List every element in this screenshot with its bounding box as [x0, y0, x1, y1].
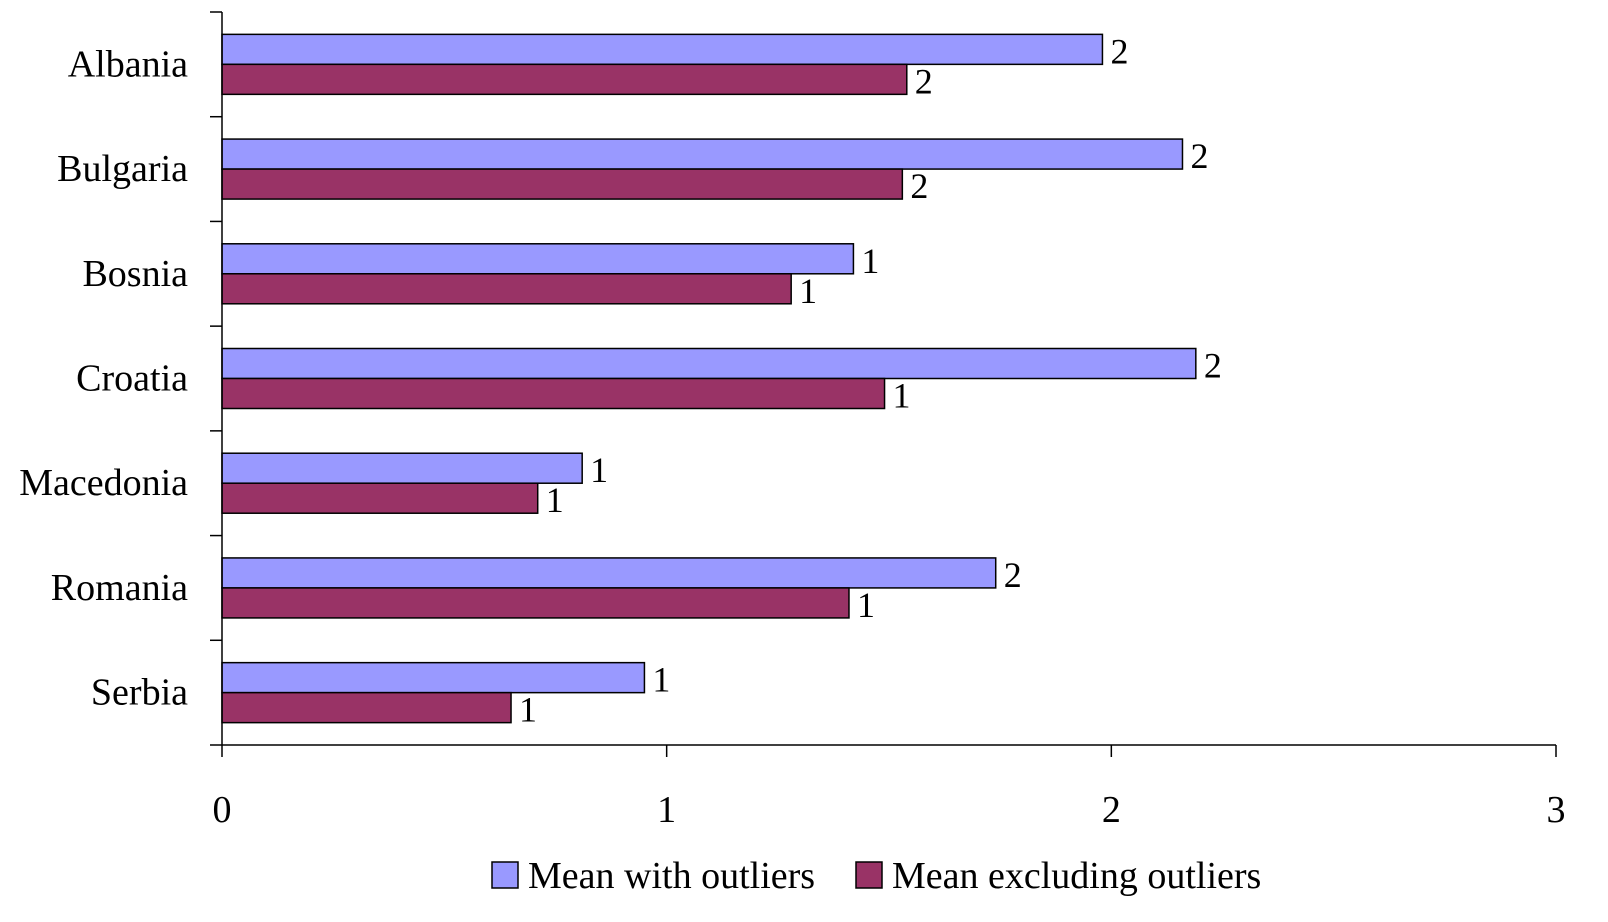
bar-with-outliers-croatia	[221, 347, 1197, 380]
bar-excluding-outliers-bulgaria	[221, 168, 904, 200]
bar-excluding-outliers-romania	[221, 587, 850, 619]
bar-excluding-outliers-croatia	[221, 377, 886, 410]
data-label: 1	[519, 690, 537, 730]
bar-with-outliers-romania	[221, 557, 997, 589]
bar-with-outliers-macedonia	[221, 452, 583, 484]
bar-excluding-outliers-serbia	[221, 691, 512, 724]
x-tick-label: 1	[657, 789, 676, 831]
data-label: 1	[590, 450, 608, 490]
x-tick-label: 3	[1547, 789, 1566, 831]
data-label: 1	[893, 376, 911, 416]
data-label: 1	[546, 480, 564, 520]
bar-excluding-outliers-albania	[221, 63, 908, 96]
legend-swatch	[855, 861, 883, 889]
bar-with-outliers-albania	[221, 33, 1104, 66]
data-label: 2	[910, 166, 928, 206]
data-label: 1	[799, 271, 817, 311]
bar-with-outliers-bosnia	[221, 243, 855, 275]
data-label: 2	[1110, 31, 1128, 71]
legend-swatch	[491, 861, 519, 889]
data-label: 1	[857, 585, 875, 625]
y-tick-label: Romania	[51, 567, 188, 609]
legend-label: Mean excluding outliers	[892, 855, 1261, 897]
y-tick-label: Croatia	[76, 358, 188, 400]
bar-excluding-outliers-bosnia	[221, 273, 792, 305]
data-label: 1	[861, 241, 879, 281]
y-tick-label: Albania	[68, 43, 188, 85]
data-label: 2	[1190, 136, 1208, 176]
data-label: 1	[652, 660, 670, 700]
bar-excluding-outliers-macedonia	[221, 482, 539, 514]
data-label: 2	[915, 61, 933, 101]
y-tick-label: Serbia	[91, 672, 188, 714]
y-tick-label: Macedonia	[19, 462, 188, 504]
bar-with-outliers-bulgaria	[221, 138, 1184, 170]
x-tick-label: 0	[213, 789, 232, 831]
data-label: 2	[1204, 346, 1222, 386]
data-label: 2	[1004, 555, 1022, 595]
x-tick-label: 2	[1102, 789, 1121, 831]
bar-with-outliers-serbia	[221, 661, 646, 694]
y-tick-label: Bosnia	[82, 253, 188, 295]
legend-label: Mean with outliers	[528, 855, 815, 897]
y-tick-label: Bulgaria	[57, 148, 188, 190]
